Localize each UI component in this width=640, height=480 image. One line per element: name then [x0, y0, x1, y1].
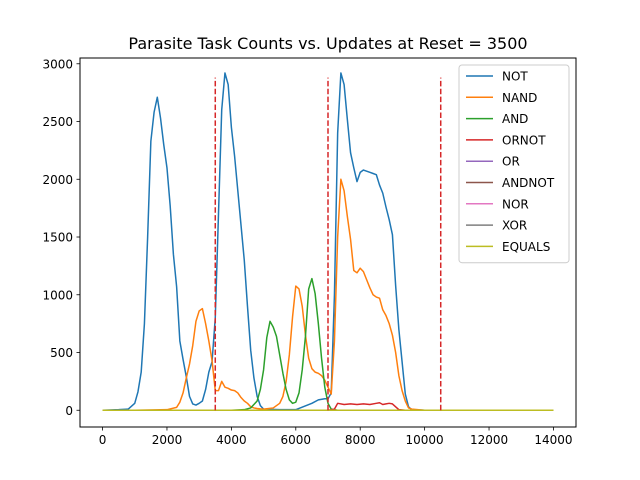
legend: NOT NAND AND ORNOT OR ANDNOT NOR XOR EQUALS: [458, 64, 570, 264]
x-tick-label: 14000: [534, 433, 572, 447]
x-tick-label: 10000: [406, 433, 444, 447]
chart-title: Parasite Task Counts vs. Updates at Rese…: [128, 34, 527, 53]
y-tick-label: 1000: [42, 288, 73, 302]
plot-area: [102, 72, 554, 411]
legend-label: OR: [502, 155, 520, 169]
series-line-and: [102, 277, 554, 411]
series-line-ornot: [102, 402, 554, 411]
x-tick-label: 6000: [281, 433, 312, 447]
series-line-nand: [102, 178, 554, 411]
x-tick-label: 12000: [470, 433, 508, 447]
x-tick-label: 4000: [216, 433, 247, 447]
series-line-not: [102, 72, 554, 411]
legend-label: AND: [502, 112, 528, 126]
legend-label: ANDNOT: [502, 176, 555, 190]
x-tick-label: 8000: [345, 433, 376, 447]
legend-box: [458, 64, 570, 264]
legend-label: NOR: [502, 197, 529, 211]
y-tick-label: 2000: [42, 173, 73, 187]
legend-label: EQUALS: [502, 240, 550, 254]
legend-label: ORNOT: [502, 133, 546, 147]
x-tick-label: 2000: [152, 433, 183, 447]
y-tick-label: 1500: [42, 231, 73, 245]
plot-frame: [79, 57, 577, 428]
legend-label: NAND: [502, 91, 537, 105]
legend-label: NOT: [502, 70, 528, 84]
x-tick-label: 0: [99, 433, 107, 447]
axes: 0 2000 4000 6000 8000 10000 12000 14000 0 500 1000…: [42, 57, 572, 447]
y-tick-label: 2500: [42, 115, 73, 129]
y-tick-label: 3000: [42, 57, 73, 71]
y-tick-label: 500: [50, 346, 73, 360]
legend-label: XOR: [502, 219, 527, 233]
y-tick-label: 0: [65, 404, 73, 418]
